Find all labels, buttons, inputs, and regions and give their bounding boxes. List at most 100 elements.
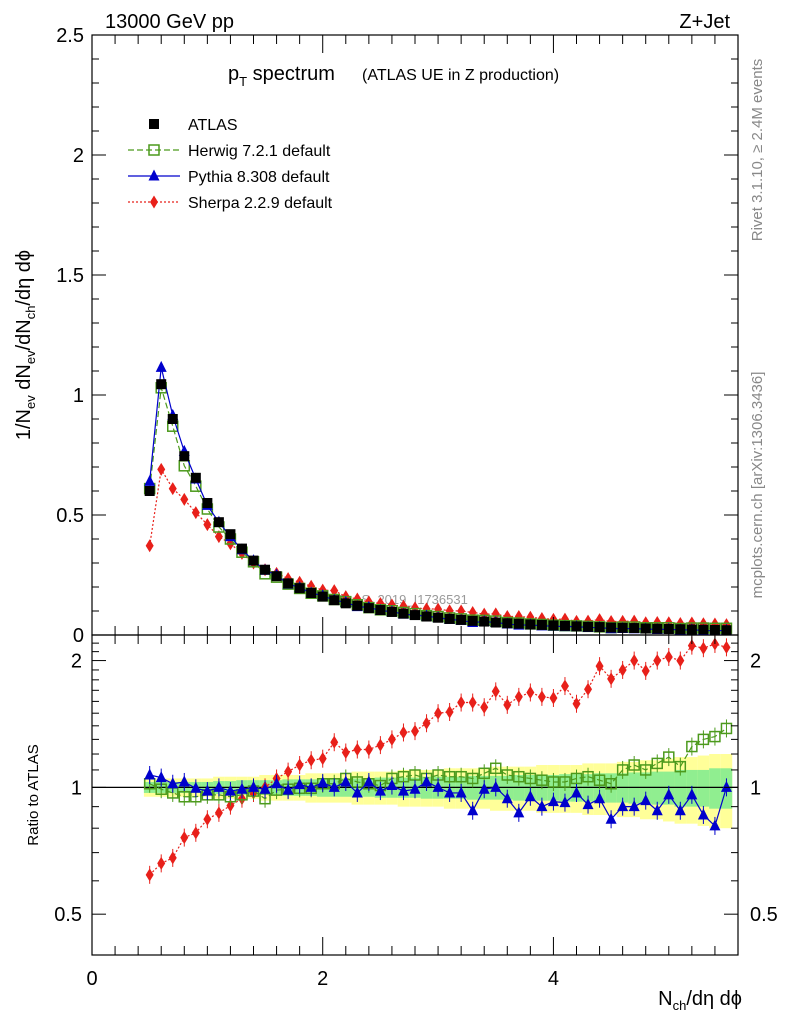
pythia-ratio-point [501,792,513,804]
pythia-ratio-point [547,795,559,807]
atlas-main-point [490,617,501,628]
y-axis-label-ratio: Ratio to ATLAS [25,744,42,845]
sherpa-ratio-point [295,758,304,772]
atlas-main-point [225,529,236,540]
sherpa-ratio-point [584,682,593,696]
sherpa-ratio-point [318,752,327,766]
pythia-ratio-point [155,771,167,783]
pythia-ratio-point [709,819,721,831]
sherpa-ratio-point [203,812,212,826]
sherpa-ratio-point [618,663,627,677]
atlas-main-point [317,591,328,602]
pythia-ratio-point [444,786,456,798]
plot-title-main: p [228,63,239,85]
sherpa-main-point [191,506,200,520]
atlas-main-point [213,517,224,528]
sherpa-ratio-point [180,831,189,845]
herwig-ratio-point [443,770,456,783]
atlas-main-point [398,608,409,619]
legend-label-sherpa: Sherpa 2.2.9 default [188,195,333,212]
herwig-ratio-point [593,774,606,786]
sherpa-ratio-point [491,684,500,698]
sherpa-ratio-point [687,639,696,653]
herwig-ratio-point [466,772,479,785]
atlas-main-point [363,603,374,614]
pythia-ratio-point [524,790,536,802]
atlas-main-point [375,605,386,616]
legend-label-atlas: ATLAS [188,117,238,134]
atlas-main-point [698,624,709,635]
pythia-ratio-point [663,788,675,800]
pythia-ratio-point [248,780,259,792]
herwig-ratio-point [524,772,537,785]
sherpa-ratio-point [630,654,639,668]
y-tick-label: 2 [73,145,84,167]
ratio-band-inner [639,772,652,804]
ratio-y-tick-label-right: 2 [750,651,761,673]
mcplots-label: mcplots.cern.ch [arXiv:1306.3436] [749,372,766,599]
pythia-ratio-point [455,786,467,798]
atlas-main-point [606,622,617,633]
herwig-ratio-point [639,764,652,776]
herwig-ratio-point [663,751,675,763]
pythia-ratio-point [363,775,375,787]
main-plot-area [143,360,733,635]
atlas-main-point [559,620,570,631]
atlas-main-point [283,578,294,589]
sherpa-ratio-point [595,659,604,673]
atlas-main-point [144,486,155,496]
legend-label-pythia: Pythia 8.308 default [188,169,330,186]
plot-title-rest: spectrum [247,63,335,85]
pythia-ratio-point [571,786,582,798]
atlas-main-point [190,472,201,483]
atlas-main-point [329,595,340,606]
pythia-ratio-point [617,800,629,812]
pythia-ratio-point [340,775,352,787]
ratio-band-inner [674,769,687,807]
pythia-ratio-point [351,786,363,798]
atlas-main-point [156,379,167,390]
pythia-ratio-point [478,782,490,794]
sherpa-ratio-point [560,679,569,693]
sherpa-ratio-point [214,806,223,820]
legend-label-herwig: Herwig 7.2.1 default [188,143,331,160]
sherpa-ratio-point [445,705,454,719]
pythia-ratio-point [651,804,663,816]
atlas-main-point [271,571,282,582]
sherpa-ratio-point [514,690,523,704]
plot-title-paren: (ATLAS UE in Z production) [362,67,559,84]
y-tick-label: 1.5 [56,265,84,287]
herwig-ratio-point [582,770,594,783]
pythia-ratio-point [213,780,225,792]
atlas-main-point [444,613,455,624]
sherpa-ratio-point [572,697,581,711]
atlas-main-point [652,623,663,634]
sherpa-main-point [168,482,177,496]
sherpa-ratio-point [468,696,477,710]
atlas-main-point [260,564,271,575]
process-label: Z+Jet [679,11,730,33]
sherpa-ratio-point [641,664,650,678]
pythia-ratio-point [374,784,386,796]
atlas-main-point [479,616,490,627]
atlas-main-point [352,600,363,611]
pythia-ratio-point [328,780,340,792]
sherpa-ratio-point [653,654,662,668]
legend-marker-herwig [148,144,160,156]
sherpa-ratio-point [364,743,373,757]
x-tick-label: 2 [317,968,328,990]
ratio-band-inner [651,771,664,805]
pythia-ratio-point [628,800,640,812]
plot-title-sub: T [239,74,247,89]
pythia-ratio-point [559,796,571,808]
herwig-ratio-point [616,764,629,776]
atlas-main-point [502,618,513,629]
pythia-ratio-point [594,792,606,804]
herwig-ratio-point [686,740,698,753]
atlas-main-point [583,621,594,632]
pythia-main-point [155,360,167,372]
atlas-main-point [167,414,178,424]
legend: ATLAS Herwig 7.2.1 default Pythia 8.308 de… [128,117,333,212]
y-tick-label: 0 [73,625,84,647]
sherpa-ratio-line [149,643,727,876]
